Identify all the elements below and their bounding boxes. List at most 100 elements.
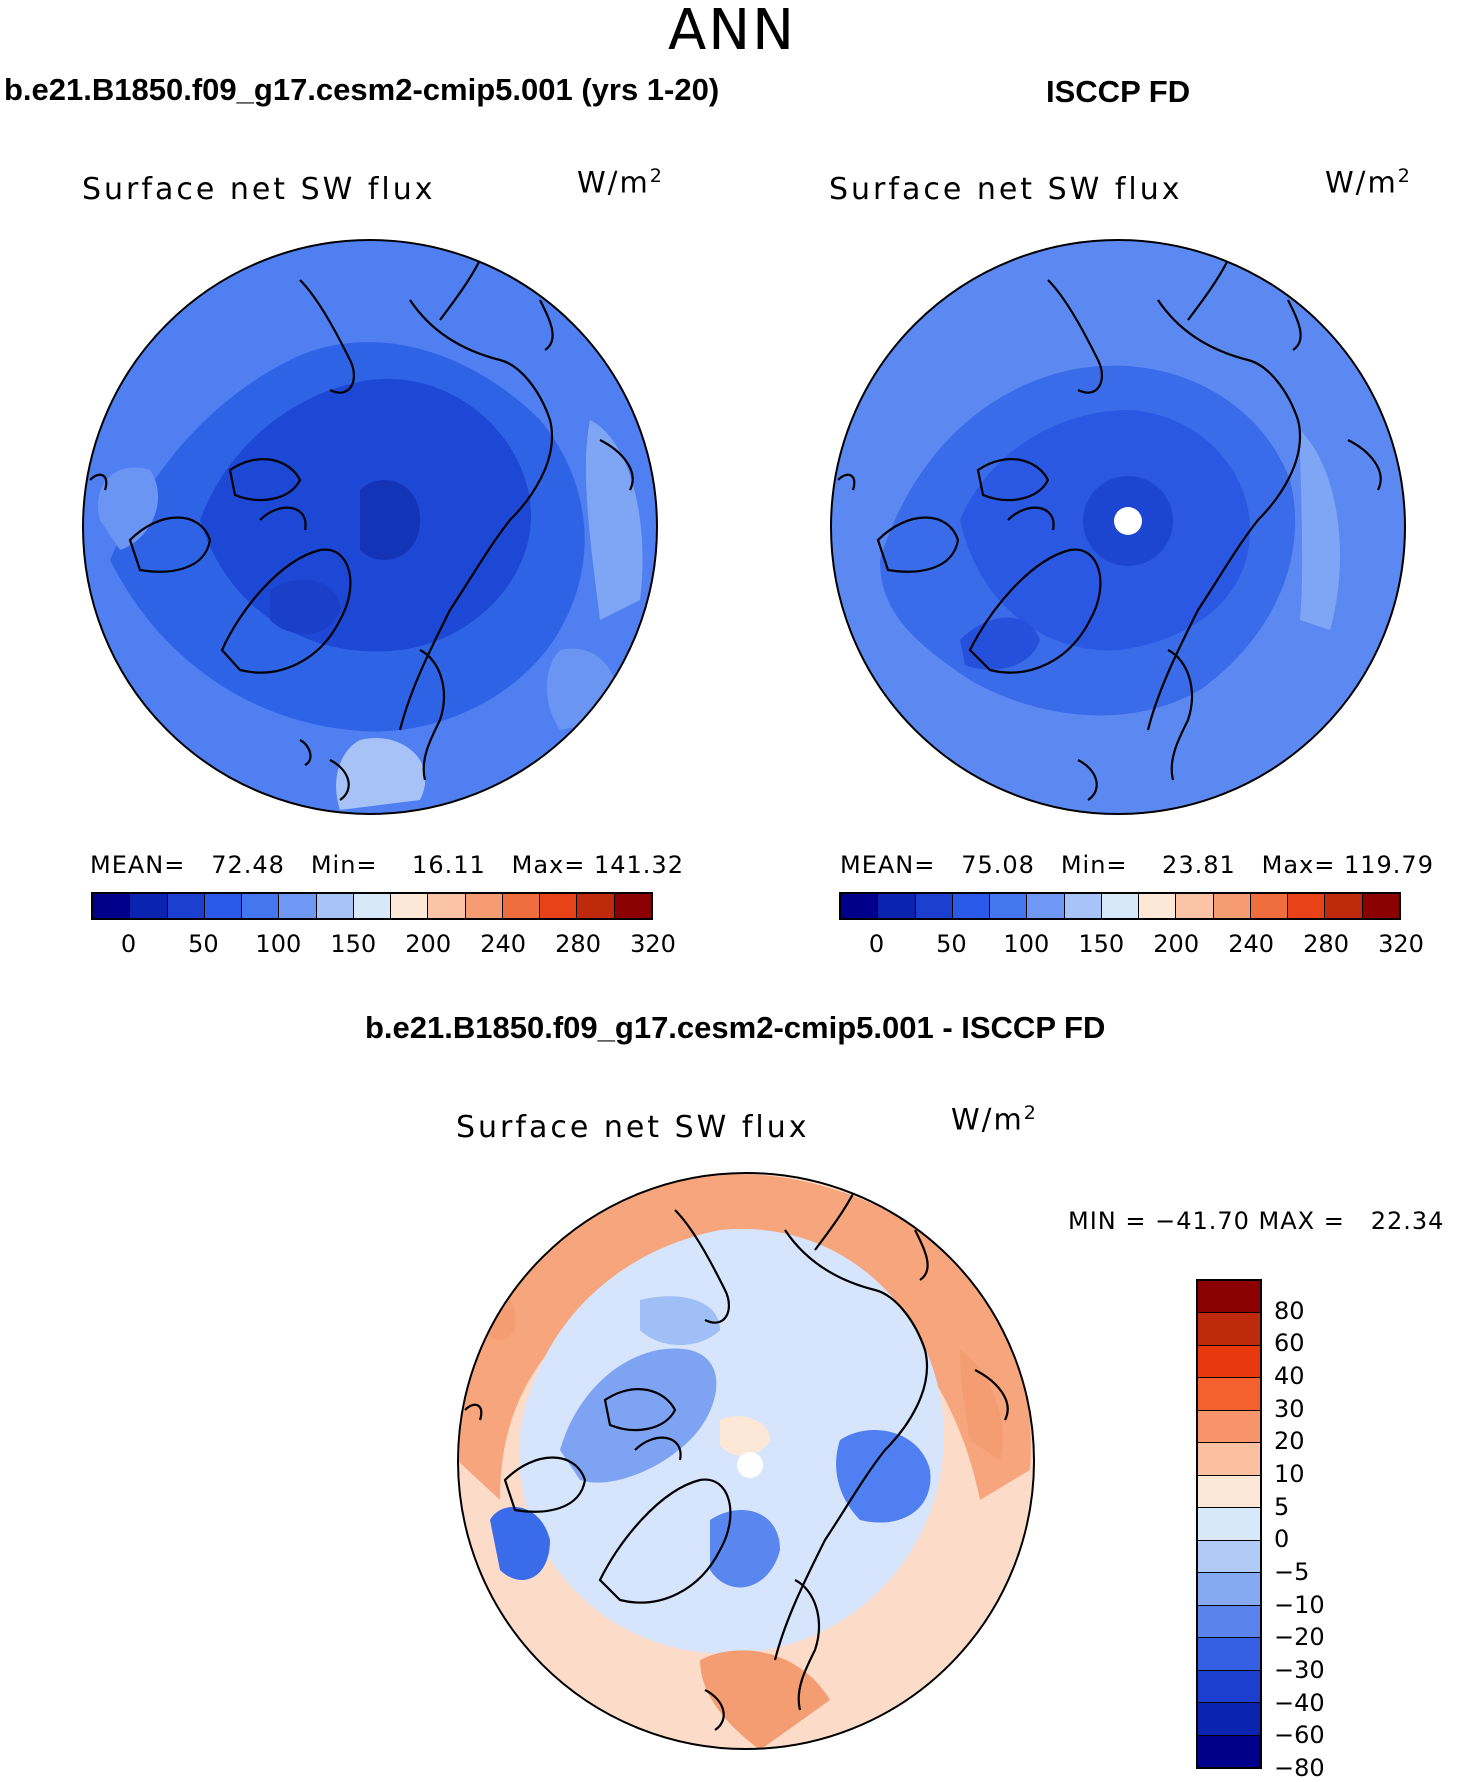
- colorbar-tick-label: 0: [1274, 1525, 1290, 1554]
- colorbar-swatch: [428, 894, 466, 918]
- colorbar-tick-label: 150: [330, 930, 377, 958]
- colorbar-swatch: [1027, 894, 1065, 918]
- colorbar-tick-label: 5: [1274, 1492, 1290, 1521]
- colorbar-tick-label: 320: [1378, 930, 1424, 958]
- left-unit-label: W/m2: [577, 165, 664, 200]
- left-colorbar-labels: 0 50 100 150 200 240 280 320: [91, 930, 676, 962]
- colorbar-swatch: [1325, 894, 1363, 918]
- colorbar-swatch: [1198, 1443, 1260, 1476]
- left-map-border: [82, 239, 658, 815]
- colorbar-swatch: [391, 894, 429, 918]
- colorbar-swatch: [1198, 1410, 1260, 1444]
- left-polar-map: [83, 240, 657, 814]
- colorbar-tick-label: −10: [1274, 1590, 1325, 1619]
- colorbar-tick-label: −80: [1274, 1754, 1325, 1782]
- colorbar-swatch: [279, 894, 317, 918]
- colorbar-swatch: [915, 894, 953, 918]
- left-coastlines: [89, 259, 634, 801]
- left-colorbar: [91, 892, 653, 920]
- colorbar-swatch: [1064, 894, 1102, 918]
- colorbar-swatch: [1198, 1670, 1260, 1704]
- colorbar-swatch: [1198, 1475, 1260, 1509]
- colorbar-swatch: [1213, 894, 1251, 918]
- colorbar-tick-label: −20: [1274, 1623, 1325, 1652]
- diff-map-border: [457, 1172, 1035, 1750]
- colorbar-swatch: [316, 894, 354, 918]
- colorbar-tick-label: 20: [1274, 1427, 1305, 1456]
- colorbar-swatch: [1198, 1573, 1260, 1606]
- colorbar-swatch: [841, 894, 879, 918]
- colorbar-tick-label: −30: [1274, 1656, 1325, 1684]
- colorbar-tick-label: −5: [1274, 1558, 1310, 1586]
- diff-colorbar: [1196, 1279, 1262, 1769]
- colorbar-tick-label: 10: [1274, 1460, 1305, 1488]
- colorbar-swatch: [1198, 1508, 1260, 1541]
- colorbar-swatch: [878, 894, 916, 918]
- colorbar-swatch: [1101, 894, 1140, 918]
- colorbar-swatch: [1198, 1605, 1260, 1639]
- colorbar-tick-label: −60: [1274, 1721, 1325, 1750]
- colorbar-tick-label: 200: [405, 930, 452, 958]
- colorbar-tick-label: 40: [1274, 1362, 1305, 1390]
- colorbar-tick-label: 0: [868, 930, 885, 958]
- colorbar-swatch: [1198, 1378, 1260, 1411]
- colorbar-tick-label: 50: [188, 930, 219, 958]
- right-unit-label: W/m2: [1325, 165, 1412, 200]
- colorbar-tick-label: 0: [120, 930, 137, 958]
- colorbar-swatch: [952, 894, 991, 918]
- colorbar-tick-label: 280: [555, 930, 601, 958]
- colorbar-tick-label: 240: [1228, 930, 1275, 958]
- colorbar-tick-label: 100: [1003, 930, 1050, 958]
- right-variable-label: Surface net SW flux: [829, 172, 1183, 207]
- colorbar-swatch: [1198, 1345, 1260, 1379]
- colorbar-swatch: [1198, 1540, 1260, 1574]
- colorbar-swatch: [577, 894, 615, 918]
- colorbar-swatch: [465, 894, 503, 918]
- colorbar-swatch: [93, 894, 131, 918]
- diff-unit-label: W/m2: [951, 1102, 1038, 1137]
- colorbar-swatch: [614, 894, 651, 918]
- right-map-border: [830, 239, 1406, 815]
- left-stats: MEAN= 72.48 Min= 16.11 Max= 141.32: [90, 851, 684, 879]
- colorbar-tick-label: 30: [1274, 1394, 1305, 1423]
- colorbar-tick-label: 80: [1274, 1296, 1305, 1325]
- colorbar-swatch: [502, 894, 541, 918]
- colorbar-swatch: [242, 894, 280, 918]
- colorbar-swatch: [1198, 1735, 1260, 1768]
- colorbar-swatch: [1176, 894, 1214, 918]
- colorbar-swatch: [167, 894, 205, 918]
- diff-stats: MIN = −41.70 MAX = 22.34: [1068, 1207, 1445, 1235]
- colorbar-tick-label: 100: [255, 930, 302, 958]
- colorbar-tick-label: 60: [1274, 1329, 1305, 1358]
- colorbar-swatch: [540, 894, 578, 918]
- left-variable-label: Surface net SW flux: [82, 172, 436, 207]
- right-panel-title: ISCCP FD: [1046, 74, 1191, 109]
- colorbar-tick-label: 50: [936, 930, 967, 958]
- colorbar-tick-label: 200: [1153, 930, 1200, 958]
- right-polar-map: [831, 240, 1405, 814]
- diff-variable-label: Surface net SW flux: [456, 1110, 810, 1145]
- colorbar-swatch: [353, 894, 392, 918]
- season-title: ANN: [667, 0, 797, 63]
- colorbar-swatch: [1198, 1638, 1260, 1671]
- colorbar-swatch: [1250, 894, 1289, 918]
- right-coastlines: [837, 259, 1382, 801]
- diff-coastlines: [464, 1189, 1009, 1731]
- diff-polar-map: [458, 1173, 1034, 1749]
- colorbar-swatch: [1198, 1313, 1260, 1346]
- colorbar-tick-label: 150: [1078, 930, 1125, 958]
- diff-colorbar-labels: 80 60 40 30 20 10 5 0 −5 −10 −20 −30 −40 −60 −80: [1274, 1279, 1374, 1782]
- colorbar-tick-label: 320: [630, 930, 676, 958]
- left-panel-title: b.e21.B1850.f09_g17.cesm2-cmip5.001 (yrs…: [4, 72, 720, 107]
- colorbar-tick-label: −40: [1274, 1688, 1325, 1717]
- colorbar-swatch: [1288, 894, 1326, 918]
- colorbar-swatch: [1198, 1281, 1260, 1314]
- right-colorbar-labels: 0 50 100 150 200 240 280 320: [839, 930, 1424, 962]
- colorbar-tick-label: 280: [1303, 930, 1349, 958]
- colorbar-swatch: [990, 894, 1028, 918]
- colorbar-swatch: [130, 894, 168, 918]
- right-colorbar: [839, 892, 1401, 920]
- diff-panel-title: b.e21.B1850.f09_g17.cesm2-cmip5.001 - IS…: [365, 1010, 1106, 1045]
- colorbar-swatch: [1139, 894, 1177, 918]
- colorbar-tick-label: 240: [480, 930, 527, 958]
